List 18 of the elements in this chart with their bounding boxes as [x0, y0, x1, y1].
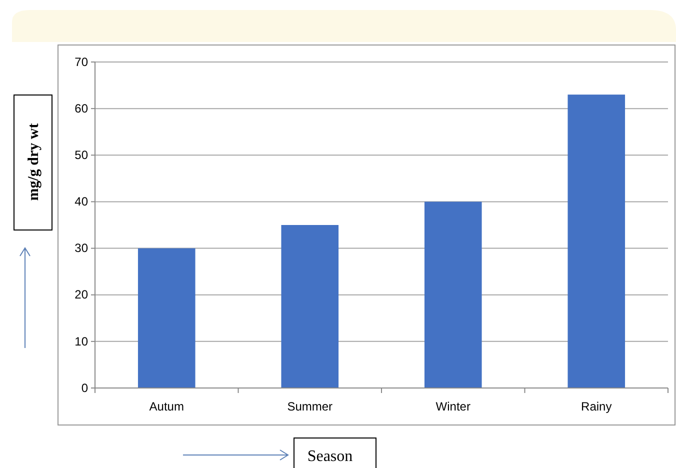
- x-tick-label: Rainy: [581, 400, 612, 414]
- y-tick-label: 50: [74, 148, 88, 162]
- y-tick-label: 70: [74, 54, 88, 69]
- bar: [424, 202, 482, 388]
- y-tick-label: 20: [74, 288, 88, 302]
- x-tick-label: Winter: [436, 400, 470, 414]
- bar: [281, 225, 339, 388]
- y-tick-label: 40: [74, 194, 88, 209]
- y-tick-label: 0: [81, 380, 88, 395]
- y-tick-label: 30: [74, 241, 88, 256]
- x-axis-title: Season: [307, 448, 353, 465]
- x-tick-label: Autum: [149, 400, 184, 414]
- x-tick-label: Summer: [287, 400, 333, 414]
- bar: [138, 248, 196, 388]
- bar: [568, 94, 626, 388]
- y-tick-label: 10: [74, 334, 88, 348]
- y-axis-title: mg/g dry wt: [26, 123, 42, 201]
- y-tick-label: 60: [74, 101, 88, 116]
